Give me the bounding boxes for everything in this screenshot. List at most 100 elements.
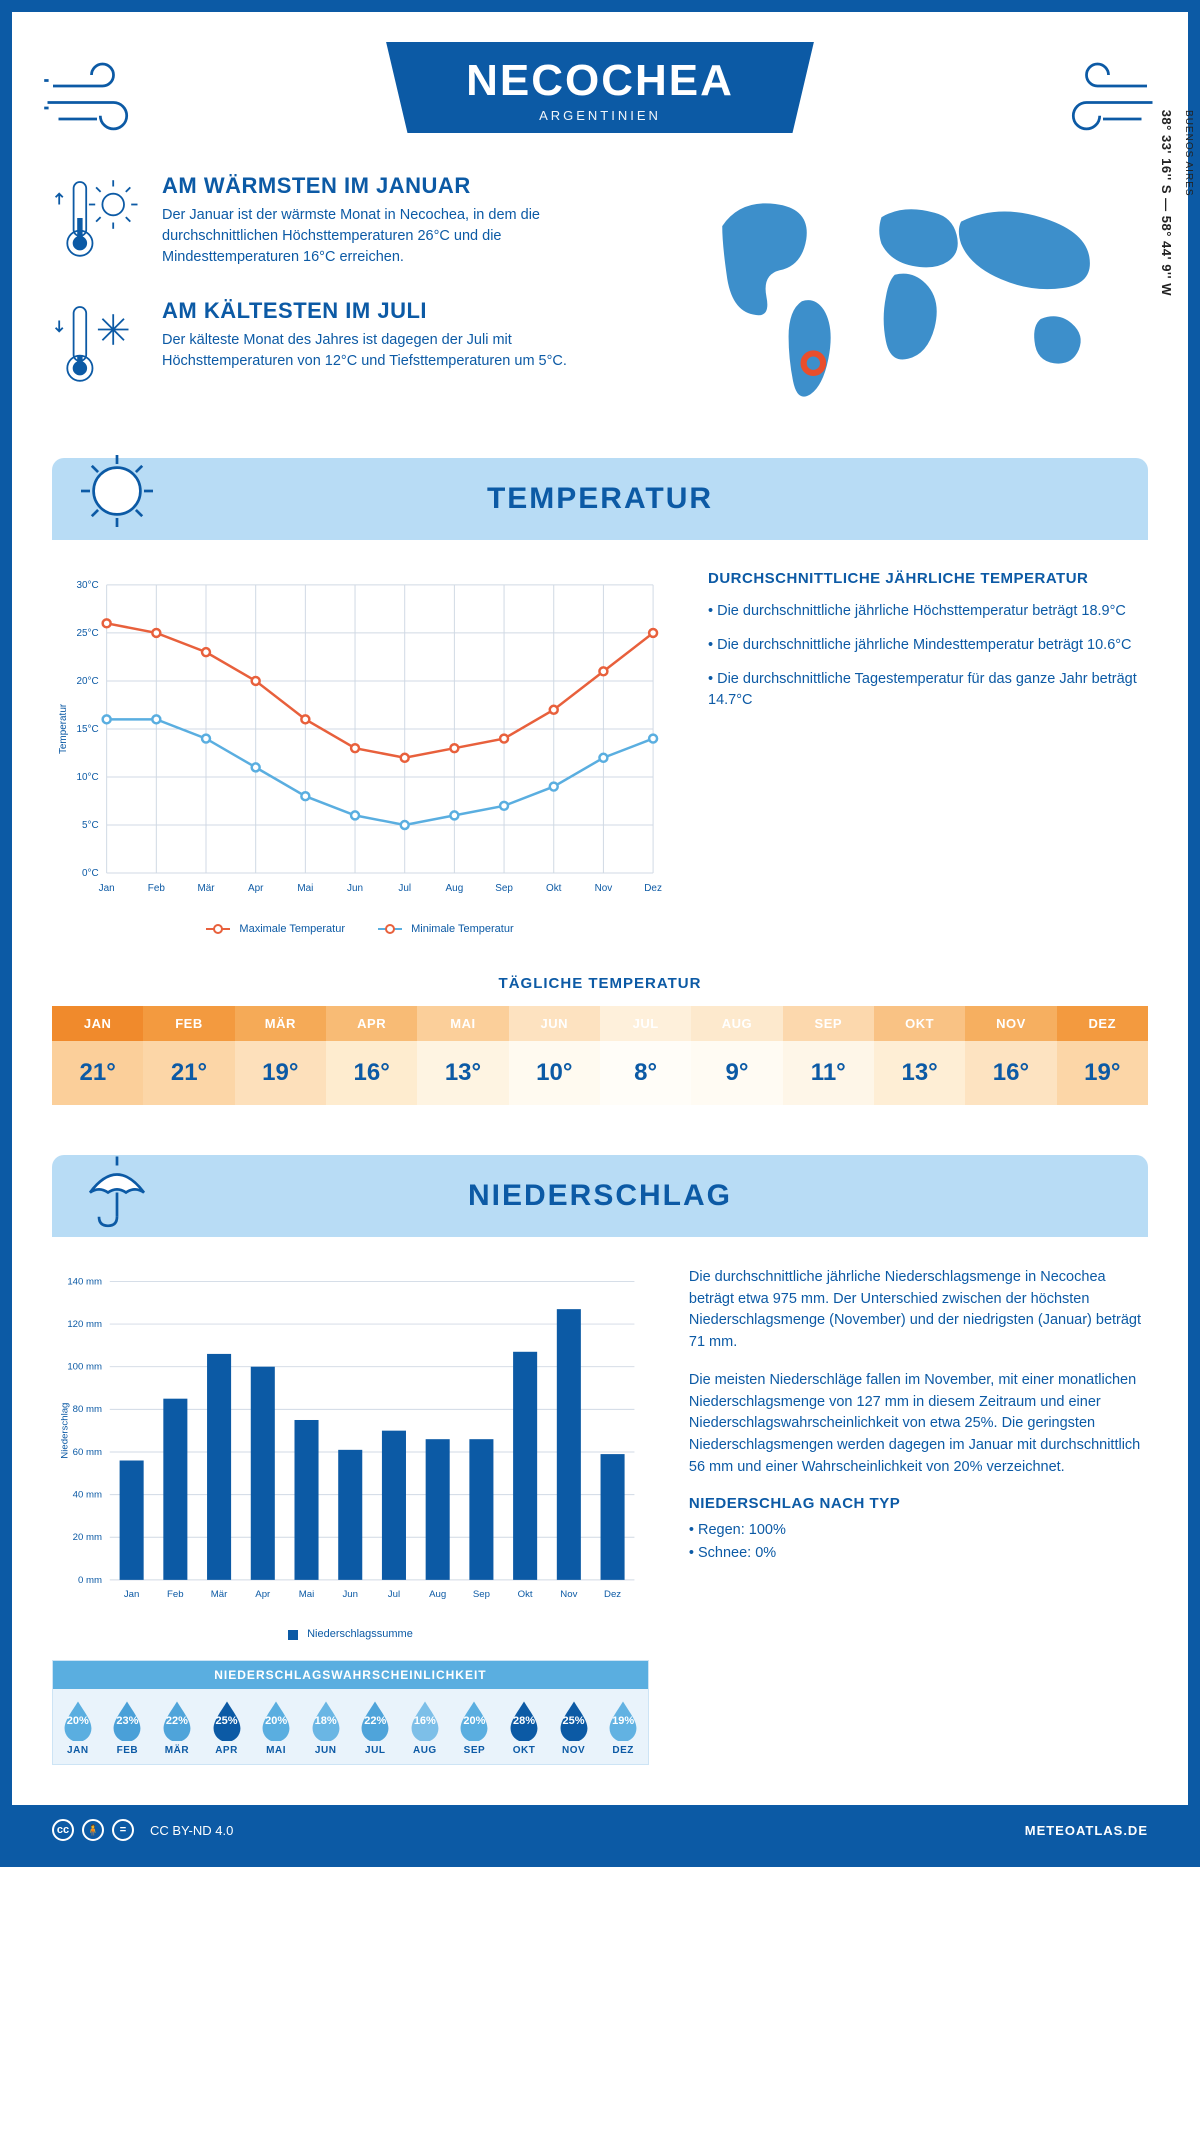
daily-temp-title: TÄGLICHE TEMPERATUR bbox=[52, 975, 1148, 992]
svg-text:Jan: Jan bbox=[124, 1589, 140, 1600]
svg-text:0 mm: 0 mm bbox=[78, 1575, 102, 1586]
footer-site: METEOATLAS.DE bbox=[1025, 1823, 1148, 1838]
timezone-label: BUENOS AIRES bbox=[1183, 110, 1194, 196]
avg-temp-b1: • Die durchschnittliche jährliche Höchst… bbox=[708, 601, 1148, 623]
svg-text:Dez: Dez bbox=[644, 883, 662, 894]
svg-text:Nov: Nov bbox=[595, 883, 613, 894]
avg-temp-b3: • Die durchschnittliche Tagestemperatur … bbox=[708, 669, 1148, 713]
prob-cell: 25% NOV bbox=[549, 1689, 599, 1764]
drop-icon: 20% bbox=[61, 1699, 95, 1741]
drop-icon: 25% bbox=[557, 1699, 591, 1741]
probability-title: NIEDERSCHLAGSWAHRSCHEINLICHKEIT bbox=[53, 1661, 648, 1689]
temperature-chart-box: 0°C5°C10°C15°C20°C25°C30°CJanFebMärAprMa… bbox=[52, 570, 668, 935]
temp-col: JUN 10° bbox=[509, 1006, 600, 1105]
temp-col: MAI 13° bbox=[417, 1006, 508, 1105]
precip-text: Die durchschnittliche jährliche Niedersc… bbox=[689, 1267, 1148, 1766]
precip-title: NIEDERSCHLAG bbox=[72, 1179, 1128, 1213]
svg-text:Sep: Sep bbox=[473, 1589, 490, 1600]
warmest-desc: Der Januar ist der wärmste Monat in Neco… bbox=[162, 205, 628, 268]
footer-license: cc 🧍 = CC BY-ND 4.0 bbox=[52, 1819, 233, 1841]
warmest-text: AM WÄRMSTEN IM JANUAR Der Januar ist der… bbox=[162, 173, 628, 268]
svg-text:25°C: 25°C bbox=[77, 628, 99, 639]
svg-text:10°C: 10°C bbox=[77, 772, 99, 783]
warmest-block: AM WÄRMSTEN IM JANUAR Der Januar ist der… bbox=[52, 173, 628, 268]
drop-icon: 20% bbox=[457, 1699, 491, 1741]
temp-col: DEZ 19° bbox=[1057, 1006, 1148, 1105]
sun-icon bbox=[72, 446, 162, 536]
svg-text:Apr: Apr bbox=[255, 1589, 271, 1600]
svg-text:Jan: Jan bbox=[99, 883, 115, 894]
header: NECOCHEA ARGENTINIEN bbox=[52, 42, 1148, 133]
svg-text:Mär: Mär bbox=[211, 1589, 228, 1600]
avg-temp-title: DURCHSCHNITTLICHE JÄHRLICHE TEMPERATUR bbox=[708, 570, 1148, 587]
thermometer-snow-icon bbox=[52, 298, 142, 388]
prob-cell: 23% FEB bbox=[103, 1689, 153, 1764]
svg-text:Jun: Jun bbox=[342, 1589, 358, 1600]
wind-icon-left bbox=[42, 42, 152, 152]
svg-text:15°C: 15°C bbox=[77, 724, 99, 735]
drop-icon: 22% bbox=[160, 1699, 194, 1741]
svg-text:30°C: 30°C bbox=[77, 580, 99, 591]
intro-section: AM WÄRMSTEN IM JANUAR Der Januar ist der… bbox=[52, 173, 1148, 418]
daily-temp-table: JAN 21° FEB 21° MÄR 19° APR 16° MAI 13° … bbox=[52, 1006, 1148, 1105]
svg-text:Apr: Apr bbox=[248, 883, 264, 894]
world-map bbox=[668, 173, 1148, 403]
prob-cell: 20% SEP bbox=[450, 1689, 500, 1764]
svg-text:0°C: 0°C bbox=[82, 868, 99, 879]
temperature-line-chart: 0°C5°C10°C15°C20°C25°C30°CJanFebMärAprMa… bbox=[52, 570, 668, 908]
svg-text:60 mm: 60 mm bbox=[73, 1447, 102, 1458]
temp-col: MÄR 19° bbox=[235, 1006, 326, 1105]
precip-type-title: NIEDERSCHLAG NACH TYP bbox=[689, 1495, 1148, 1512]
by-icon: 🧍 bbox=[82, 1819, 104, 1841]
svg-text:Mär: Mär bbox=[197, 883, 215, 894]
svg-text:Jun: Jun bbox=[347, 883, 363, 894]
svg-text:100 mm: 100 mm bbox=[67, 1361, 102, 1372]
legend-max: .legend-swatch:nth-of-type(1)::after{bor… bbox=[206, 923, 345, 935]
drop-icon: 16% bbox=[408, 1699, 442, 1741]
temperature-title: TEMPERATUR bbox=[72, 482, 1128, 516]
prob-cell: 22% JUL bbox=[350, 1689, 400, 1764]
temperature-side-text: DURCHSCHNITTLICHE JÄHRLICHE TEMPERATUR •… bbox=[708, 570, 1148, 935]
title-banner: NECOCHEA ARGENTINIEN bbox=[386, 42, 814, 133]
svg-text:Feb: Feb bbox=[167, 1589, 184, 1600]
prob-cell: 25% APR bbox=[202, 1689, 252, 1764]
svg-text:Nov: Nov bbox=[560, 1589, 577, 1600]
country-subtitle: ARGENTINIEN bbox=[466, 108, 734, 123]
svg-text:Dez: Dez bbox=[604, 1589, 621, 1600]
umbrella-icon bbox=[72, 1143, 162, 1233]
svg-text:Okt: Okt bbox=[518, 1589, 533, 1600]
drop-icon: 20% bbox=[259, 1699, 293, 1741]
city-title: NECOCHEA bbox=[466, 56, 734, 106]
prob-cell: 28% OKT bbox=[499, 1689, 549, 1764]
prob-cell: 18% JUN bbox=[301, 1689, 351, 1764]
precip-snow: • Schnee: 0% bbox=[689, 1543, 1148, 1565]
precip-legend-item: Niederschlagssumme bbox=[288, 1628, 413, 1640]
temp-col: AUG 9° bbox=[691, 1006, 782, 1105]
precip-p1: Die durchschnittliche jährliche Niedersc… bbox=[689, 1267, 1148, 1354]
svg-text:Feb: Feb bbox=[148, 883, 166, 894]
coldest-block: AM KÄLTESTEN IM JULI Der kälteste Monat … bbox=[52, 298, 628, 388]
legend-min: Minimale Temperatur bbox=[378, 923, 514, 935]
svg-text:80 mm: 80 mm bbox=[73, 1404, 102, 1415]
temp-col: OKT 13° bbox=[874, 1006, 965, 1105]
svg-text:Jul: Jul bbox=[388, 1589, 400, 1600]
license-text: CC BY-ND 4.0 bbox=[150, 1823, 233, 1838]
warmest-title: AM WÄRMSTEN IM JANUAR bbox=[162, 173, 628, 199]
temp-col: JAN 21° bbox=[52, 1006, 143, 1105]
prob-cell: 19% DEZ bbox=[598, 1689, 648, 1764]
nd-icon: = bbox=[112, 1819, 134, 1841]
thermometer-sun-icon bbox=[52, 173, 142, 263]
drop-icon: 25% bbox=[210, 1699, 244, 1741]
coordinates: 38° 33' 16'' S — 58° 44' 9'' W bbox=[1159, 109, 1174, 295]
svg-text:5°C: 5°C bbox=[82, 820, 99, 831]
temp-col: FEB 21° bbox=[143, 1006, 234, 1105]
svg-text:140 mm: 140 mm bbox=[67, 1276, 102, 1287]
prob-cell: 22% MÄR bbox=[152, 1689, 202, 1764]
precip-rain: • Regen: 100% bbox=[689, 1520, 1148, 1542]
temperature-legend: .legend-swatch:nth-of-type(1)::after{bor… bbox=[52, 923, 668, 935]
temp-col: JUL 8° bbox=[600, 1006, 691, 1105]
prob-cell: 20% JAN bbox=[53, 1689, 103, 1764]
temperature-row: 0°C5°C10°C15°C20°C25°C30°CJanFebMärAprMa… bbox=[52, 570, 1148, 935]
drop-icon: 19% bbox=[606, 1699, 640, 1741]
avg-temp-b2: • Die durchschnittliche jährliche Mindes… bbox=[708, 635, 1148, 657]
